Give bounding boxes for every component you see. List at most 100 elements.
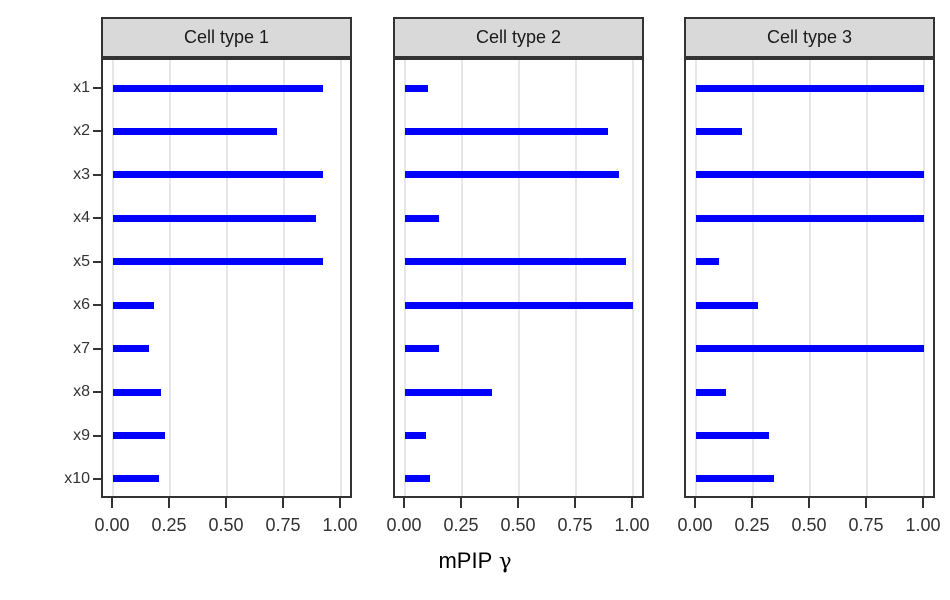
gridline (112, 60, 114, 496)
bar-x9 (113, 432, 165, 440)
bar-x7 (696, 345, 924, 353)
x-axis-tick (111, 498, 113, 508)
bar-x9 (696, 432, 769, 440)
bar-x7 (405, 345, 439, 353)
x-axis-title: mPIP γ (0, 548, 950, 574)
bar-x8 (113, 388, 161, 396)
gridline (169, 60, 171, 496)
bar-x6 (405, 301, 633, 309)
bar-x4 (405, 214, 439, 222)
bar-x3 (113, 171, 323, 179)
x-axis-tick-label: 1.00 (322, 515, 358, 535)
bar-x10 (696, 475, 774, 483)
x-axis-tick-label: 0.25 (734, 515, 770, 535)
y-axis-label-x9: x9 (73, 426, 90, 444)
gridline (340, 60, 342, 496)
x-axis-tick (168, 498, 170, 508)
gridline (575, 60, 577, 496)
y-axis-tick (93, 130, 101, 133)
bar-x5 (405, 258, 626, 266)
y-axis-label-x4: x4 (73, 209, 90, 227)
x-axis-title-gamma-symbol (492, 549, 499, 573)
facet-strip-label: Cell type 3 (766, 27, 853, 47)
x-axis-tick-label: 1.00 (614, 515, 650, 535)
x-axis-tick (403, 498, 405, 508)
bar-x4 (113, 214, 316, 222)
x-axis-tick (631, 498, 633, 508)
x-axis-tick-label: 0.50 (791, 515, 827, 535)
facet-panel-3 (684, 58, 935, 498)
y-axis-tick (93, 434, 101, 437)
y-axis-label-x1: x1 (73, 79, 90, 96)
gridline (226, 60, 228, 496)
gridline (695, 60, 697, 496)
gridline (518, 60, 520, 496)
bar-x1 (113, 84, 323, 92)
bar-x2 (405, 127, 608, 135)
x-axis-tick (460, 498, 462, 508)
x-axis-tick (808, 498, 810, 508)
facet-strip-3: Cell type 3 (684, 17, 935, 58)
y-axis-tick (93, 217, 101, 220)
y-axis-label-x7: x7 (73, 339, 90, 357)
bar-x5 (113, 258, 323, 266)
x-axis-tick-label: 0.50 (500, 515, 536, 535)
facet-panel-1 (101, 58, 352, 498)
x-axis-tick (282, 498, 284, 508)
x-axis-tick-label: 0.00 (94, 515, 130, 535)
bar-x8 (696, 388, 726, 396)
facet-strip-label: Cell type 1 (183, 27, 270, 47)
y-axis-label-x2: x2 (73, 122, 90, 140)
bar-x6 (696, 301, 758, 309)
x-axis-tick-label: 0.75 (557, 515, 593, 535)
gridline (283, 60, 285, 496)
gridline (809, 60, 811, 496)
y-axis-tick (93, 260, 101, 263)
x-axis-tick-label: 0.75 (848, 515, 884, 535)
facet-strip-2: Cell type 2 (393, 17, 644, 58)
bar-x10 (405, 475, 430, 483)
facet-panel-2 (393, 58, 644, 498)
x-axis-tick (517, 498, 519, 508)
facet-strip-1: Cell type 1 (101, 17, 352, 58)
facet-strip-label: Cell type 2 (475, 27, 562, 47)
y-axis-tick (93, 391, 101, 394)
x-axis-tick (865, 498, 867, 508)
x-axis-tick-label: 0.75 (265, 515, 301, 535)
bar-x1 (696, 84, 924, 92)
bar-x5 (696, 258, 719, 266)
y-axis-label-x10: x10 (64, 469, 90, 487)
bar-x9 (405, 432, 426, 440)
x-axis-tick-label: 0.00 (386, 515, 422, 535)
y-axis-label-x8: x8 (73, 383, 90, 401)
x-axis-title-gamma: γ (498, 549, 512, 573)
x-axis-tick-label: 0.50 (208, 515, 244, 535)
y-axis-label-x3: x3 (73, 165, 90, 183)
x-axis-tick (694, 498, 696, 508)
x-axis-tick-label: 0.25 (151, 515, 187, 535)
x-axis-tick (339, 498, 341, 508)
y-axis-label-x6: x6 (73, 296, 90, 314)
bar-x1 (405, 84, 428, 92)
y-axis-tick (93, 173, 101, 176)
bar-x6 (113, 301, 154, 309)
x-axis-tick-label: 0.25 (443, 515, 479, 535)
x-axis-tick-label: 1.00 (905, 515, 941, 535)
y-axis-label-x5: x5 (73, 252, 90, 270)
x-axis-tick (574, 498, 576, 508)
bar-x2 (696, 127, 742, 135)
x-axis-tick-label: 0.00 (677, 515, 713, 535)
gridline (752, 60, 754, 496)
x-axis-tick (225, 498, 227, 508)
bar-x4 (696, 214, 924, 222)
bar-x10 (113, 475, 159, 483)
bar-x2 (113, 127, 277, 135)
gridline (404, 60, 406, 496)
y-axis-tick (93, 304, 101, 307)
bar-x3 (405, 171, 619, 179)
gridline (461, 60, 463, 496)
x-axis-title-main: mPIP (438, 548, 493, 573)
y-axis-tick (93, 87, 101, 89)
bar-x8 (405, 388, 492, 396)
